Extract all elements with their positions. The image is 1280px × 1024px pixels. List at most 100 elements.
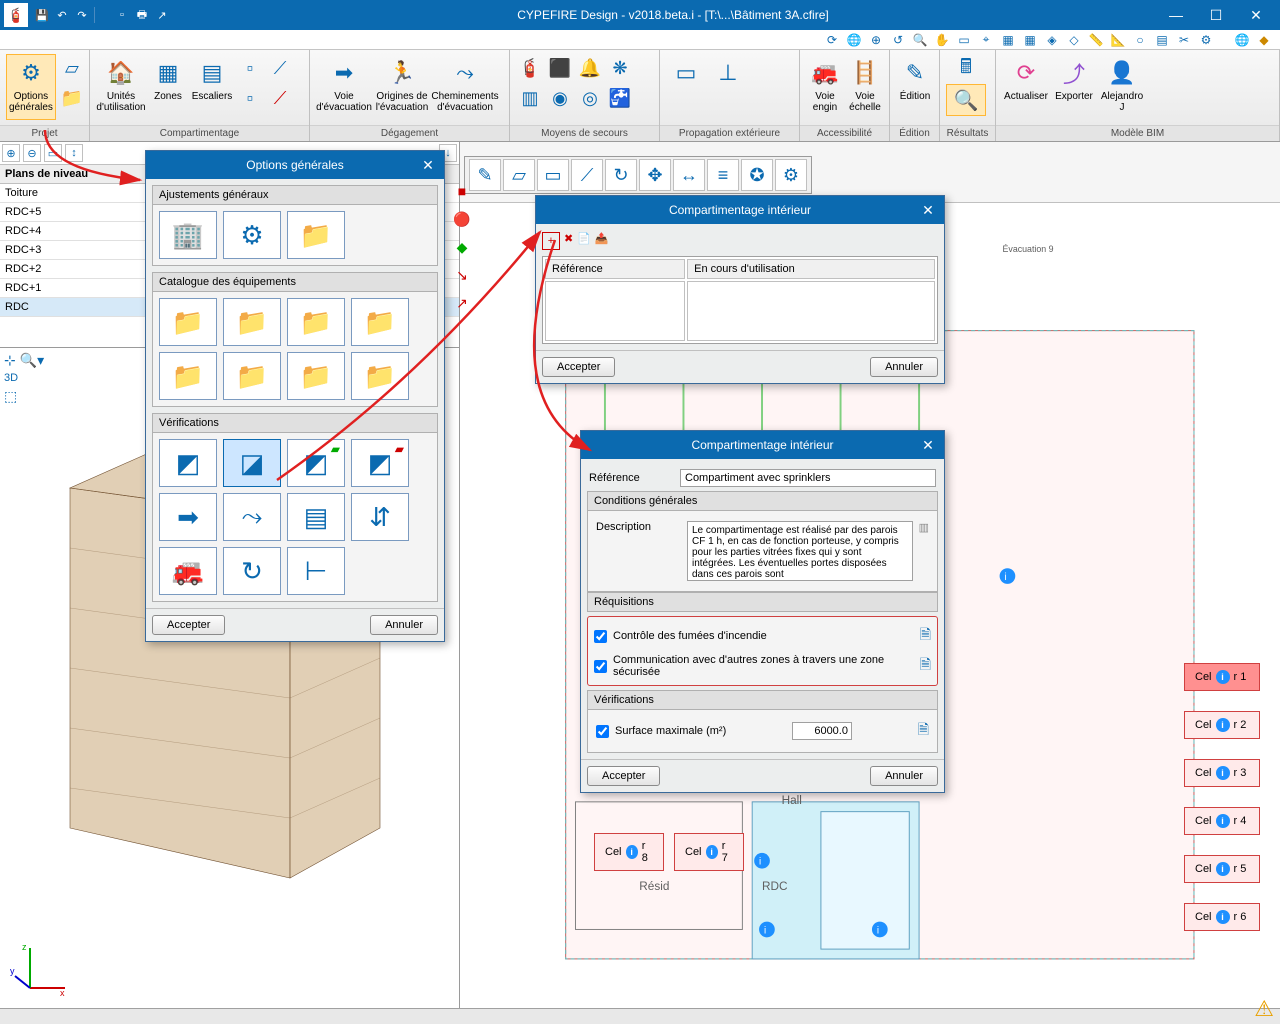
cell-5[interactable]: Celir 5 — [1184, 855, 1260, 883]
ct-gear-icon[interactable]: ⚙ — [775, 159, 807, 191]
ct-brush-icon[interactable]: ✪ — [741, 159, 773, 191]
comp-sm2[interactable]: ▫ — [236, 84, 264, 112]
cat-5[interactable]: 📁 — [159, 352, 217, 400]
cell-1[interactable]: Celir 1 — [1184, 663, 1260, 691]
actualiser-button[interactable]: ⟳Actualiser — [1002, 54, 1050, 120]
list-export-icon[interactable]: 📤 — [595, 232, 609, 250]
tool-snap4-icon[interactable]: ◇ — [1066, 32, 1082, 48]
edition-button[interactable]: ✎Édition — [896, 54, 934, 120]
options-generales-button[interactable]: ⚙ Options générales — [6, 54, 56, 120]
exporter-button[interactable]: ⤴Exporter — [1052, 54, 1096, 120]
plans-tool4[interactable]: ↕ — [65, 144, 83, 162]
description-text[interactable]: Le compartimentage est réalisé par des p… — [687, 521, 913, 581]
projet-sm2[interactable]: 📁 — [58, 84, 86, 112]
qat-3d-icon[interactable]: ▫ — [114, 7, 130, 23]
voie-evac-button[interactable]: ➡Voie d'évacuation — [316, 54, 372, 120]
cell-6[interactable]: Celir 6 — [1184, 903, 1260, 931]
origines-button[interactable]: 🏃Origines de l'évacuation — [374, 54, 430, 120]
verif1-doc-icon[interactable]: 🗎 — [918, 719, 929, 743]
req1-checkbox[interactable] — [594, 630, 607, 643]
close-icon[interactable]: ✕ — [918, 435, 938, 455]
verif-7[interactable]: ▤ — [287, 493, 345, 541]
resultats-search[interactable]: 🔍 — [946, 84, 986, 116]
tool-pan-icon[interactable]: ✋ — [934, 32, 950, 48]
compdetail-accept-button[interactable]: Accepter — [587, 766, 660, 786]
close-icon[interactable]: ✕ — [418, 155, 438, 175]
ct-align-icon[interactable]: ≡ — [707, 159, 739, 191]
cell-8[interactable]: Celir 8 — [594, 833, 664, 871]
cell-4[interactable]: Celir 4 — [1184, 807, 1260, 835]
cat-4[interactable]: 📁 — [351, 298, 409, 346]
tool-settings-icon[interactable]: ⚙ — [1198, 32, 1214, 48]
compdetail-cancel-button[interactable]: Annuler — [870, 766, 938, 786]
plans-tool1[interactable]: ⊕ — [2, 144, 20, 162]
tool-zoom-icon[interactable]: 🔍 — [912, 32, 928, 48]
secours6[interactable]: ◎ — [576, 84, 604, 112]
verif-8[interactable]: ⇵ — [351, 493, 409, 541]
qat-undo-icon[interactable]: ↶ — [54, 7, 70, 23]
verif-3[interactable]: ◩▰ — [287, 439, 345, 487]
complist-cancel-button[interactable]: Annuler — [870, 357, 938, 377]
tool-window-icon[interactable]: ▭ — [956, 32, 972, 48]
cell-3[interactable]: Celir 3 — [1184, 759, 1260, 787]
reference-input[interactable] — [680, 469, 936, 487]
plans-tool3[interactable]: ▭ — [44, 144, 62, 162]
comp-sm1[interactable]: ▫ — [236, 54, 264, 82]
ct-rect-icon[interactable]: ▭ — [537, 159, 569, 191]
zones-button[interactable]: ▦Zones — [148, 54, 188, 120]
verif-10[interactable]: ↻ — [223, 547, 281, 595]
req1-doc-icon[interactable]: 🗎 — [920, 624, 931, 648]
cell-2[interactable]: Celir 2 — [1184, 711, 1260, 739]
tool-about-icon[interactable]: ◆ — [1256, 32, 1272, 48]
projet-sm1[interactable]: ▱ — [58, 54, 86, 82]
tool-zoomin-icon[interactable]: ⊕ — [868, 32, 884, 48]
resultats-calc[interactable]: 🖩 — [946, 54, 986, 84]
secours1[interactable]: 🧯 — [516, 54, 544, 82]
v3d-axes-icon[interactable]: ⊹ — [4, 352, 16, 369]
tool-ruler-icon[interactable]: 📏 — [1088, 32, 1104, 48]
secours7[interactable]: ❋ — [606, 54, 634, 82]
ajust-gen-3[interactable]: 📁 — [287, 211, 345, 259]
ct-move-icon[interactable]: ✥ — [639, 159, 671, 191]
verif-2-selected[interactable]: ◪ — [223, 439, 281, 487]
propag1[interactable]: ▭ — [666, 54, 706, 120]
ajust-gen-1[interactable]: 🏢 — [159, 211, 217, 259]
verif-6[interactable]: ⤳ — [223, 493, 281, 541]
surface-max-input[interactable] — [792, 722, 852, 740]
qat-open-icon[interactable]: ↗ — [154, 7, 170, 23]
complist-accept-button[interactable]: Accepter — [542, 357, 615, 377]
ct-scale-icon[interactable]: ↔ — [673, 159, 705, 191]
verif-9[interactable]: 🚒 — [159, 547, 217, 595]
options-accept-button[interactable]: Accepter — [152, 615, 225, 635]
req2-doc-icon[interactable]: 🗎 — [920, 654, 931, 678]
tool-snap1-icon[interactable]: ⌖ — [978, 32, 994, 48]
verif-4[interactable]: ◩▰ — [351, 439, 409, 487]
secours4[interactable]: ◉ — [546, 84, 574, 112]
cat-3[interactable]: 📁 — [287, 298, 345, 346]
tool-snap3-icon[interactable]: ◈ — [1044, 32, 1060, 48]
side-arrow-out-icon[interactable]: ↗ — [452, 293, 472, 313]
cat-6[interactable]: 📁 — [223, 352, 281, 400]
voie-echelle-button[interactable]: 🪜Voie échelle — [846, 54, 884, 120]
secours8[interactable]: 🚰 — [606, 84, 634, 112]
user-button[interactable]: 👤Alejandro J — [1098, 54, 1146, 120]
plans-tool2[interactable]: ⊖ — [23, 144, 41, 162]
list-copy-icon[interactable]: 📄 — [577, 232, 591, 250]
ct-sel-icon[interactable]: ⟋ — [571, 159, 603, 191]
req2-checkbox[interactable] — [594, 660, 607, 673]
close-icon[interactable]: ✕ — [918, 200, 938, 220]
list-del-icon[interactable]: ✖ — [564, 232, 573, 250]
cell-7[interactable]: Celir 7 — [674, 833, 744, 871]
secours3[interactable]: ⬛ — [546, 54, 574, 82]
tool-circle-icon[interactable]: ○ — [1132, 32, 1148, 48]
list-add-icon[interactable]: + — [542, 232, 560, 250]
tool-refresh-icon[interactable]: ⟳ — [824, 32, 840, 48]
verif-11[interactable]: ⊢ — [287, 547, 345, 595]
verif-5[interactable]: ➡ — [159, 493, 217, 541]
tool-snap2-icon[interactable]: ▦ — [1000, 32, 1016, 48]
cheminements-button[interactable]: ⤳Cheminements d'évacuation — [432, 54, 498, 120]
verif-1[interactable]: ◩ — [159, 439, 217, 487]
v3d-zoom-icon[interactable]: 🔍▾ — [20, 352, 44, 369]
cat-8[interactable]: 📁 — [351, 352, 409, 400]
minimize-icon[interactable]: — — [1156, 0, 1196, 30]
